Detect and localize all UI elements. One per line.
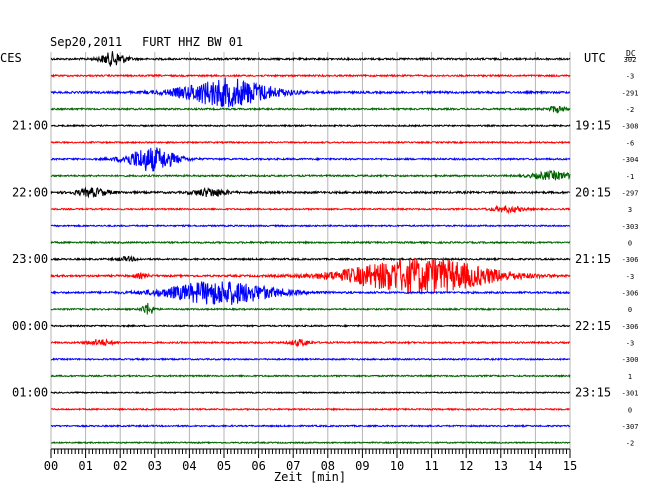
seismic-trace [50, 186, 571, 199]
seismic-trace [50, 390, 571, 395]
x-tick-label: 11 [424, 459, 438, 473]
dc-offset-label: -3 [626, 73, 634, 81]
left-time-label: 00:00 [12, 319, 48, 333]
dc-offset-label: -291 [622, 89, 639, 97]
right-time-label: 23:15 [575, 386, 611, 400]
seismic-trace [50, 423, 571, 429]
seismic-trace [50, 357, 571, 362]
x-axis-title: Zeit [min] [274, 470, 346, 484]
left-time-label: 23:00 [12, 252, 48, 266]
seismic-trace [50, 123, 571, 128]
seismic-trace [50, 77, 570, 108]
seismic-trace [50, 407, 571, 412]
dc-offset-label: -3 [626, 273, 634, 281]
seismic-trace [50, 204, 571, 215]
seismic-trace [50, 323, 571, 328]
chart-station: FURT HHZ BW 01 [142, 35, 243, 49]
dc-offset-label: -304 [622, 156, 639, 164]
right-time-label: 21:15 [575, 252, 611, 266]
left-time-label: 21:00 [12, 119, 48, 133]
seismic-trace [50, 254, 571, 262]
x-tick-label: 09 [355, 459, 369, 473]
seismic-trace [50, 257, 571, 295]
x-tick-label: 15 [563, 459, 577, 473]
dc-offset-label: -306 [622, 323, 639, 331]
seismic-trace [50, 373, 571, 379]
x-tick-label: 03 [148, 459, 162, 473]
dc-offset-label: 0 [628, 306, 632, 314]
seismic-trace [50, 169, 571, 181]
right-zone-label: UTC [584, 51, 606, 65]
dc-offset-label: 0 [628, 239, 632, 247]
seismic-trace [50, 240, 571, 245]
dc-offset-label: 0 [628, 406, 632, 414]
dc-offset-label: -297 [622, 189, 639, 197]
dc-offset-label: -301 [622, 390, 639, 398]
x-tick-label: 08 [321, 459, 335, 473]
right-time-label: 20:15 [575, 185, 611, 199]
x-tick-label: 12 [459, 459, 473, 473]
left-time-label: 01:00 [12, 386, 48, 400]
seismic-trace [50, 140, 571, 145]
x-tick-label: 05 [217, 459, 231, 473]
x-tick-label: 00 [44, 459, 58, 473]
x-tick-label: 10 [390, 459, 404, 473]
x-tick-label: 07 [286, 459, 300, 473]
dc-offset-label: 3 [628, 206, 632, 214]
seismic-trace [50, 281, 571, 306]
dc-offset-label: -300 [622, 356, 639, 364]
x-tick-label: 02 [113, 459, 127, 473]
seismic-trace [50, 223, 571, 228]
dc-offset-label: -1 [626, 173, 634, 181]
dc-offset-label: -307 [622, 423, 639, 431]
seismic-trace [50, 105, 571, 115]
seismic-trace [50, 440, 571, 445]
right-time-label: 19:15 [575, 119, 611, 133]
right-time-label: 22:15 [575, 319, 611, 333]
seismic-trace [50, 51, 571, 67]
dc-offset-label: -308 [622, 123, 639, 131]
dc-label: DC [626, 49, 636, 58]
dc-offset-label: 1 [628, 373, 632, 381]
left-zone-label: CES [0, 51, 22, 65]
x-tick-label: 01 [78, 459, 92, 473]
dc-offset-label: -303 [622, 223, 639, 231]
x-tick-label: 04 [182, 459, 196, 473]
x-tick-label: 06 [251, 459, 265, 473]
seismic-trace [50, 302, 571, 315]
seismic-trace [50, 147, 571, 172]
dc-offset-label: -2 [626, 106, 634, 114]
dc-offset-label: 302 [624, 56, 637, 64]
dc-offset-label: -306 [622, 290, 639, 298]
seismic-trace [50, 73, 571, 78]
left-time-label: 22:00 [12, 185, 48, 199]
dc-offset-label: -6 [626, 139, 634, 147]
dc-offset-label: -3 [626, 340, 634, 348]
dc-offset-label: -2 [626, 440, 634, 448]
chart-date: Sep20,2011 [50, 35, 122, 49]
x-tick-label: 13 [494, 459, 508, 473]
x-tick-label: 14 [528, 459, 542, 473]
seismic-trace [50, 338, 571, 348]
dc-offset-label: -306 [622, 256, 639, 264]
